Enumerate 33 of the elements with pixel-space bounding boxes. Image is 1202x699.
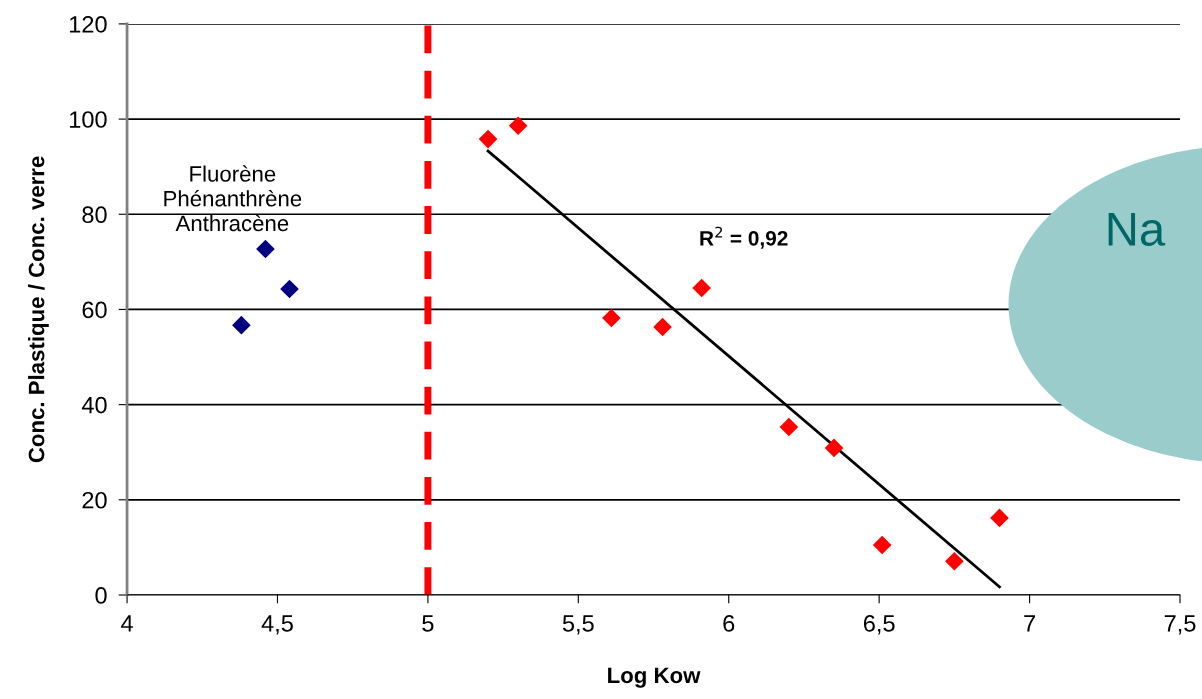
point [602,308,621,328]
point [508,116,528,136]
point [232,315,251,335]
y-tick-label: 20 [82,491,107,509]
x-tick-label: 7 [1024,615,1035,632]
x-tick-label: 5 [422,615,434,632]
point [653,317,672,337]
point [280,279,299,299]
point [945,551,964,571]
annotation: Fluorène Phénanthrène Anthracène [164,165,302,232]
point [478,129,498,149]
x-tick-label: 4,5 [261,615,293,635]
x-tick-label: 5,5 [562,615,594,635]
point [990,508,1009,528]
annotation: Na [1108,213,1166,246]
x-tick-label: 7,5 [1164,615,1196,635]
x-tick-label: 4 [121,615,133,632]
point [256,239,275,259]
y-tick-label: 80 [82,206,107,224]
point [692,278,711,298]
x-axis-title: Log Kow [608,667,701,688]
y-tick-label: 0 [95,587,107,604]
x-tick-label: 6,5 [863,615,895,635]
y-tick-label: 40 [81,396,107,414]
point [872,535,892,555]
x-tick-label: 6 [723,615,735,632]
y-tick-label: 100 [70,111,107,128]
point [824,438,844,458]
y-axis-title: Conc. Plastique / Conc. verre [28,156,49,463]
y-tick-label: 120 [70,15,107,33]
y-tick-label: 60 [82,301,107,319]
annotation: R$^{2}$ = 0,92 [700,226,788,249]
point [779,417,799,437]
